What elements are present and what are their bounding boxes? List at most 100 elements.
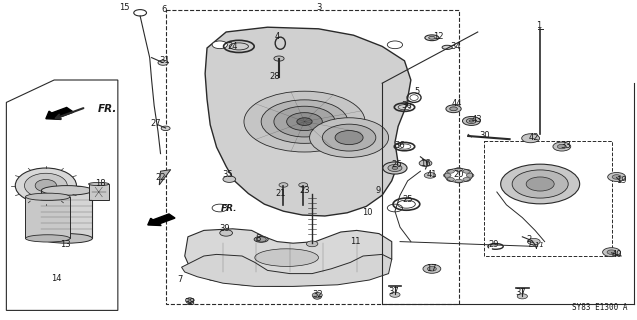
Text: E-11: E-11 <box>529 242 544 248</box>
Text: 4: 4 <box>275 32 280 41</box>
Text: 18: 18 <box>96 180 106 188</box>
FancyArrow shape <box>148 214 175 226</box>
Ellipse shape <box>89 182 109 186</box>
Circle shape <box>212 204 227 212</box>
Ellipse shape <box>383 162 407 174</box>
Circle shape <box>310 118 389 157</box>
Text: 21: 21 <box>275 189 285 198</box>
Ellipse shape <box>392 166 397 170</box>
Text: 5: 5 <box>415 87 420 96</box>
Circle shape <box>299 183 308 187</box>
Text: 12: 12 <box>433 32 443 41</box>
Text: 27: 27 <box>151 119 161 128</box>
Ellipse shape <box>450 107 457 111</box>
Text: 37: 37 <box>516 288 526 297</box>
Text: 16: 16 <box>420 159 431 168</box>
Text: 10: 10 <box>362 208 373 217</box>
Circle shape <box>274 106 335 137</box>
Text: 7: 7 <box>177 276 182 284</box>
Circle shape <box>274 56 284 61</box>
Text: 41: 41 <box>427 170 437 179</box>
Ellipse shape <box>425 35 439 41</box>
Circle shape <box>212 41 227 49</box>
Circle shape <box>608 172 626 181</box>
Ellipse shape <box>388 164 402 172</box>
Text: 2: 2 <box>526 236 531 244</box>
Circle shape <box>256 237 266 242</box>
Ellipse shape <box>442 45 452 49</box>
Text: 14: 14 <box>51 274 61 283</box>
Text: 1: 1 <box>536 21 541 30</box>
Circle shape <box>322 124 376 151</box>
Circle shape <box>424 172 436 178</box>
Ellipse shape <box>255 249 318 266</box>
Text: 38: 38 <box>185 298 195 307</box>
Ellipse shape <box>24 173 68 198</box>
Text: 23: 23 <box>299 186 310 195</box>
Text: 11: 11 <box>350 237 361 246</box>
Ellipse shape <box>446 105 461 113</box>
Circle shape <box>220 230 233 236</box>
Circle shape <box>463 178 471 181</box>
Circle shape <box>223 176 236 182</box>
Polygon shape <box>6 80 118 310</box>
Text: 15: 15 <box>119 4 129 12</box>
Circle shape <box>447 169 454 173</box>
Text: 17: 17 <box>427 264 437 273</box>
Text: 19: 19 <box>616 176 626 185</box>
Circle shape <box>387 41 403 49</box>
Text: 3: 3 <box>316 4 321 12</box>
Text: 39: 39 <box>219 224 229 233</box>
Text: 25: 25 <box>403 196 413 204</box>
Circle shape <box>261 100 348 143</box>
Circle shape <box>161 126 170 131</box>
Circle shape <box>463 169 471 173</box>
Ellipse shape <box>15 168 76 203</box>
Polygon shape <box>205 27 411 216</box>
Circle shape <box>553 142 571 151</box>
Circle shape <box>501 164 580 204</box>
Text: 44: 44 <box>452 100 462 108</box>
Circle shape <box>427 267 436 271</box>
Polygon shape <box>185 229 392 286</box>
Polygon shape <box>89 184 109 200</box>
Circle shape <box>527 238 540 245</box>
Text: 36: 36 <box>401 101 412 110</box>
Text: 43: 43 <box>471 116 482 124</box>
Circle shape <box>287 113 322 131</box>
Circle shape <box>557 144 566 149</box>
Text: 36: 36 <box>395 141 405 150</box>
Text: 33: 33 <box>561 141 571 150</box>
Ellipse shape <box>25 235 70 242</box>
Text: 13: 13 <box>61 240 71 249</box>
Text: 32: 32 <box>312 290 322 299</box>
Text: 31: 31 <box>159 56 169 65</box>
Circle shape <box>244 91 365 152</box>
Circle shape <box>603 248 620 257</box>
Circle shape <box>387 204 403 212</box>
Ellipse shape <box>429 36 435 39</box>
Polygon shape <box>25 197 70 238</box>
Polygon shape <box>159 170 171 185</box>
Text: 9: 9 <box>376 186 381 195</box>
Text: 29: 29 <box>489 240 499 249</box>
Circle shape <box>390 292 400 297</box>
Text: 24: 24 <box>227 42 238 51</box>
Polygon shape <box>41 190 92 238</box>
Text: 6: 6 <box>162 5 167 14</box>
Text: 42: 42 <box>529 133 539 142</box>
Text: 40: 40 <box>612 250 622 259</box>
Ellipse shape <box>35 180 57 192</box>
Ellipse shape <box>462 116 480 125</box>
Circle shape <box>447 178 454 181</box>
Ellipse shape <box>41 186 92 195</box>
Text: 35: 35 <box>223 170 233 179</box>
Text: FR.: FR. <box>97 104 117 114</box>
Circle shape <box>443 173 451 177</box>
Circle shape <box>512 170 568 198</box>
Text: 26: 26 <box>391 160 401 169</box>
Circle shape <box>455 179 462 183</box>
Circle shape <box>158 60 168 65</box>
Text: 8: 8 <box>255 234 261 243</box>
Ellipse shape <box>25 193 70 200</box>
